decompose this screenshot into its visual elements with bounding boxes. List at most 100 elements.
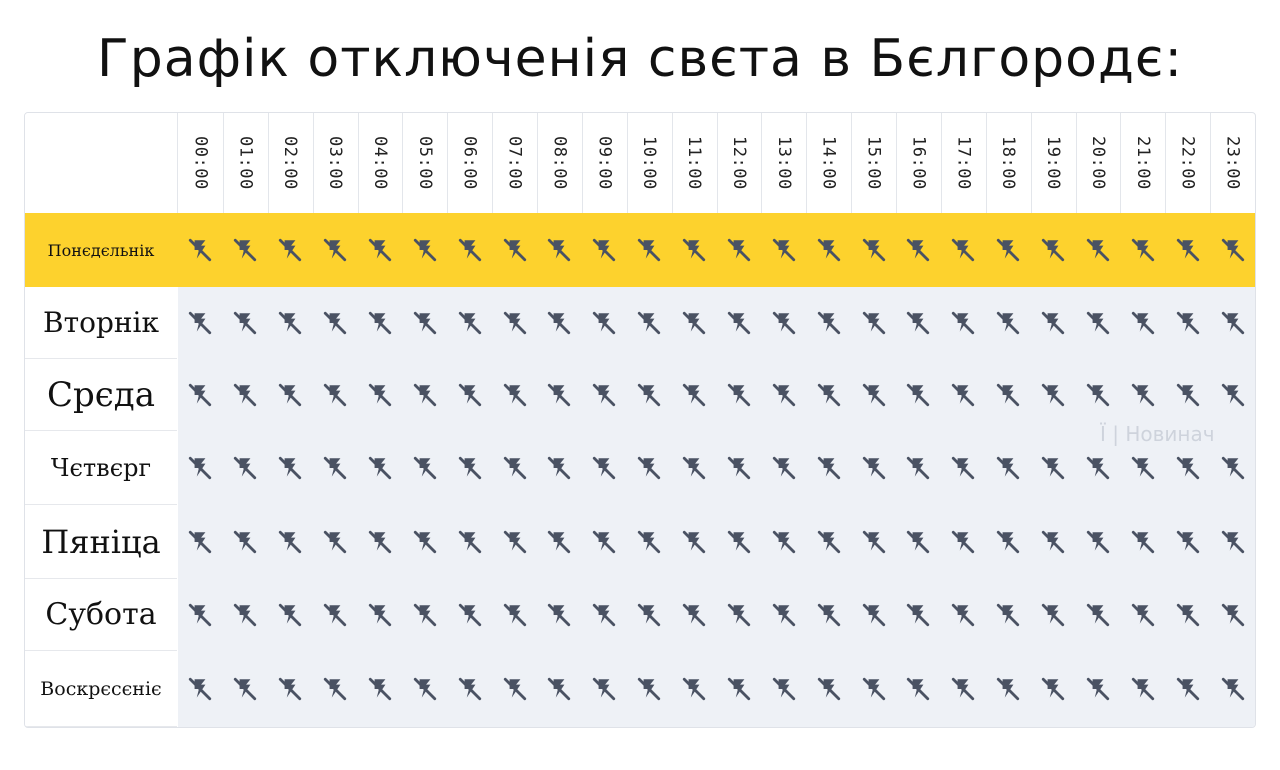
power-off-icon	[1176, 456, 1199, 480]
outage-cell	[223, 651, 268, 727]
hour-cells	[178, 287, 1255, 359]
outage-cell	[761, 431, 806, 505]
hour-label: 11:00	[684, 136, 705, 190]
outage-cell	[582, 431, 627, 505]
power-off-icon	[548, 456, 571, 480]
outage-cell	[223, 431, 268, 505]
power-off-icon	[1221, 603, 1244, 627]
day-label: Понєдєльнік	[47, 240, 155, 260]
hour-label: 05:00	[414, 136, 435, 190]
power-off-icon	[503, 456, 526, 480]
outage-cell	[537, 431, 582, 505]
hour-header: 17:00	[941, 113, 987, 213]
outage-cell	[672, 359, 717, 431]
power-off-icon	[1176, 677, 1199, 701]
power-off-icon	[772, 677, 795, 701]
hour-header: 02:00	[268, 113, 314, 213]
hour-header: 03:00	[313, 113, 359, 213]
day-label: Воскрєсєніє	[40, 677, 162, 700]
power-off-icon	[368, 238, 392, 262]
power-off-icon	[503, 603, 526, 627]
power-off-icon	[817, 238, 840, 262]
power-off-icon	[413, 383, 436, 407]
outage-cell	[1210, 505, 1255, 579]
outage-cell	[358, 359, 403, 431]
outage-cell	[896, 579, 941, 651]
power-off-icon	[593, 456, 616, 480]
outage-cell	[492, 579, 537, 651]
hour-cells	[178, 651, 1255, 727]
power-off-icon	[952, 603, 975, 627]
outage-cell	[806, 359, 851, 431]
power-off-icon	[1131, 456, 1154, 480]
power-off-icon	[638, 311, 661, 335]
power-off-icon	[817, 677, 840, 701]
outage-cell	[1210, 213, 1255, 287]
outage-cell	[313, 651, 358, 727]
hour-label: 03:00	[325, 136, 346, 190]
outage-cell	[627, 359, 672, 431]
power-off-icon	[279, 677, 302, 701]
outage-cell	[761, 213, 806, 287]
table-corner	[25, 113, 178, 213]
outage-cell	[1120, 287, 1165, 359]
outage-cell	[851, 287, 896, 359]
power-off-icon	[952, 311, 975, 335]
power-off-icon	[368, 603, 392, 627]
outage-cell	[806, 505, 851, 579]
outage-cell	[986, 359, 1031, 431]
power-off-icon	[907, 456, 930, 480]
outage-cell	[268, 651, 313, 727]
power-off-icon	[1041, 456, 1065, 480]
power-off-icon	[279, 383, 302, 407]
outage-cell	[627, 651, 672, 727]
power-off-icon	[548, 603, 571, 627]
power-off-icon	[997, 677, 1020, 701]
day-cell: Срєда	[25, 359, 177, 431]
outage-cell	[537, 213, 582, 287]
power-off-icon	[997, 238, 1020, 262]
day-label: Пяніца	[41, 522, 161, 561]
outage-cell	[313, 359, 358, 431]
outage-cell	[402, 505, 447, 579]
hour-label: 22:00	[1177, 136, 1198, 190]
schedule-table: 00:00 01:00 02:00 03:00 04:00 05:00 06:00 07:00…	[24, 112, 1256, 728]
power-off-icon	[1086, 311, 1110, 335]
power-off-icon	[189, 603, 212, 627]
power-off-icon	[862, 383, 885, 407]
outage-cell	[447, 287, 492, 359]
power-off-icon	[593, 530, 616, 554]
power-off-icon	[1221, 456, 1244, 480]
outage-cell	[672, 579, 717, 651]
outage-cell	[358, 287, 403, 359]
page-title: Графік отключенія свєта в Бєлгородє:	[97, 29, 1183, 89]
power-off-icon	[548, 383, 571, 407]
hour-label: 09:00	[594, 136, 615, 190]
power-off-icon	[772, 238, 795, 262]
power-off-icon	[458, 677, 481, 701]
outage-cell	[358, 213, 403, 287]
power-off-icon	[638, 677, 661, 701]
outage-cell	[358, 579, 403, 651]
power-off-icon	[503, 677, 526, 701]
power-off-icon	[1086, 383, 1110, 407]
outage-cell	[896, 213, 941, 287]
hour-header: 15:00	[851, 113, 897, 213]
outage-cell	[537, 287, 582, 359]
outage-cell	[447, 431, 492, 505]
outage-cell	[1120, 505, 1165, 579]
power-off-icon	[682, 530, 706, 554]
power-off-icon	[1221, 311, 1244, 335]
outage-cell	[313, 579, 358, 651]
power-off-icon	[503, 311, 526, 335]
outage-cell	[492, 651, 537, 727]
power-off-icon	[997, 383, 1020, 407]
outage-cell	[1120, 359, 1165, 431]
outage-cell	[986, 213, 1031, 287]
day-row: Вторнік	[25, 287, 1255, 359]
power-off-icon	[727, 238, 751, 262]
power-off-icon	[907, 238, 930, 262]
outage-cell	[582, 579, 627, 651]
power-off-icon	[323, 311, 347, 335]
power-off-icon	[727, 383, 751, 407]
